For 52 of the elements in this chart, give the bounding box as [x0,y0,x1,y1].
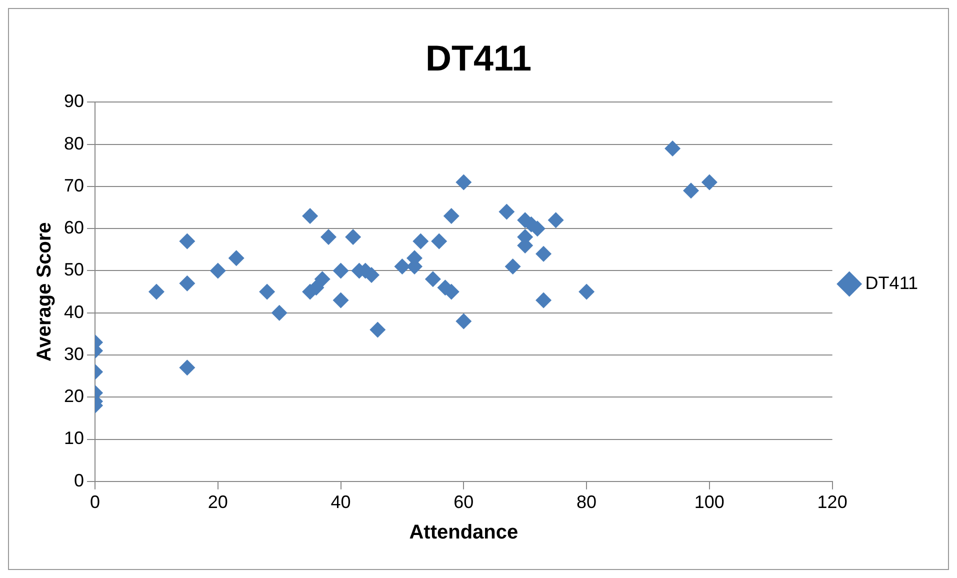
x-tick-label: 120 [817,492,848,512]
point [259,284,276,300]
point [179,360,196,376]
point [332,262,349,279]
point [320,229,336,246]
point [412,233,429,250]
point [536,292,552,308]
point [443,208,460,224]
point [504,258,521,275]
x-tick-label: 0 [90,492,100,512]
y-tick-label: 60 [64,218,84,238]
y-tick-label: 10 [64,428,84,448]
point [456,174,472,190]
point [210,262,226,279]
y-tick-label: 70 [64,175,84,196]
legend-label: DT411 [865,272,918,293]
point [424,271,441,288]
y-tick-label: 20 [64,386,84,406]
point [431,233,448,250]
point [228,250,244,266]
y-tick-label: 90 [64,91,84,112]
point [345,229,362,246]
point [302,208,318,224]
x-tick-label: 40 [330,492,351,512]
point [578,284,595,300]
y-tick-label: 50 [64,260,84,280]
point [148,284,164,300]
point [394,258,410,275]
point [332,292,349,308]
point [701,174,718,190]
x-tick-label: 60 [454,492,474,512]
point [456,313,472,330]
point [370,322,386,338]
y-tick-label: 30 [64,344,84,364]
x-tick-label: 20 [208,492,228,512]
point [664,140,681,157]
y-tick-label: 80 [64,133,84,154]
chart-title: DT411 [425,38,532,79]
point [498,204,515,220]
point [314,271,330,288]
y-tick-label: 0 [74,470,84,490]
point [548,212,564,228]
point [536,246,552,262]
y-tick-label: 40 [64,302,84,322]
x-tick-label: 80 [576,492,597,512]
x-axis-title: Attendance [409,522,518,544]
point [179,275,196,292]
point [179,233,196,250]
point [682,182,699,199]
x-tick-label: 100 [694,492,724,512]
y-axis-title: Average Score [34,222,56,362]
point [271,304,288,321]
